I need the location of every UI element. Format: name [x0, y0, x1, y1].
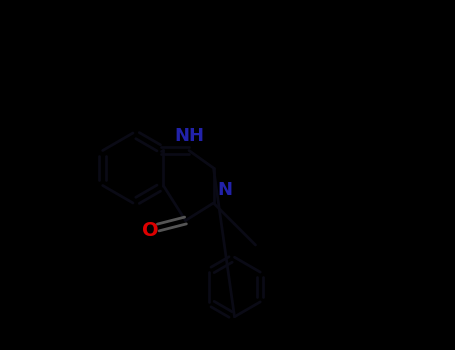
- Text: O: O: [142, 222, 159, 240]
- Text: N: N: [217, 181, 233, 199]
- Text: NH: NH: [174, 127, 204, 145]
